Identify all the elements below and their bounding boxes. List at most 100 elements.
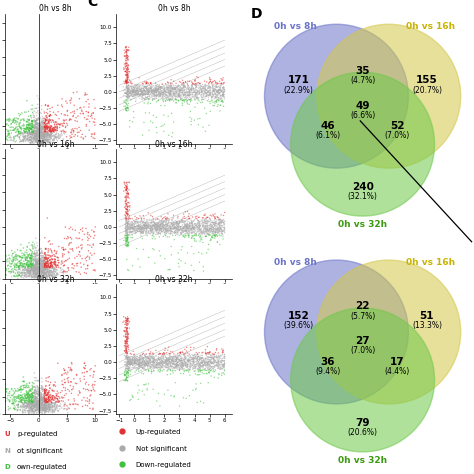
Point: [187, 225, 195, 233]
Point: [76, 389, 83, 397]
Point: [42, 272, 50, 279]
Point: [35, 256, 42, 264]
Point: [137, 215, 145, 223]
Point: [38, 263, 46, 270]
Point: [3, 385, 10, 393]
Point: [144, 353, 152, 361]
Point: [194, 74, 202, 82]
Point: [64, 379, 72, 386]
Point: [219, 357, 227, 365]
Point: [124, 338, 131, 346]
Point: [31, 121, 39, 129]
Point: [40, 265, 48, 273]
Point: [211, 357, 219, 365]
Point: [216, 219, 223, 227]
Point: [34, 119, 41, 127]
Point: [51, 393, 58, 401]
Point: [210, 86, 217, 93]
Point: [16, 392, 23, 400]
Point: [191, 93, 199, 101]
Point: [28, 265, 36, 273]
Point: [62, 387, 69, 394]
Point: [122, 182, 130, 190]
Point: [39, 128, 46, 136]
Point: [35, 405, 43, 413]
Point: [27, 267, 34, 275]
Point: [30, 396, 38, 403]
Point: [133, 216, 140, 223]
Point: [126, 356, 133, 364]
Point: [122, 106, 129, 113]
Point: [201, 84, 209, 91]
Point: [162, 220, 170, 228]
Point: [193, 93, 201, 100]
Point: [141, 227, 149, 235]
Point: [210, 82, 218, 90]
Point: [125, 358, 133, 366]
Point: [10, 399, 18, 406]
Point: [147, 358, 155, 366]
Point: [135, 81, 143, 89]
Point: [158, 222, 166, 230]
Point: [55, 256, 62, 264]
Point: [28, 248, 36, 255]
Point: [2, 121, 9, 129]
Point: [134, 91, 141, 98]
Point: [130, 353, 138, 361]
Point: [138, 219, 146, 226]
Point: [149, 213, 156, 220]
Point: [141, 82, 149, 90]
Point: [7, 120, 15, 128]
Point: [200, 263, 207, 271]
Point: [131, 359, 139, 366]
Point: [124, 360, 132, 368]
Point: [45, 408, 53, 415]
Point: [167, 358, 175, 366]
Point: [221, 225, 228, 233]
Point: [194, 366, 202, 374]
Point: [38, 399, 46, 406]
Point: [61, 128, 68, 136]
Point: [209, 87, 217, 94]
Point: [52, 118, 59, 126]
Point: [137, 359, 144, 367]
Point: [124, 75, 132, 82]
Point: [168, 357, 175, 365]
Point: [166, 229, 174, 237]
Point: [170, 90, 177, 98]
Point: [200, 96, 208, 103]
Point: [46, 125, 54, 132]
Point: [36, 255, 44, 263]
Point: [43, 129, 51, 137]
Point: [175, 91, 182, 98]
Point: [36, 267, 44, 275]
Point: [131, 230, 139, 237]
Point: [215, 371, 223, 378]
Point: [191, 353, 199, 360]
Point: [123, 77, 131, 84]
Point: [38, 128, 46, 136]
Point: [36, 266, 44, 273]
Point: [46, 115, 54, 123]
Point: [29, 389, 37, 397]
Point: [29, 118, 36, 126]
Point: [45, 247, 52, 255]
Point: [27, 260, 34, 267]
Point: [6, 131, 13, 139]
Point: [120, 60, 128, 68]
Point: [43, 400, 51, 407]
Point: [52, 268, 60, 275]
Point: [79, 130, 86, 138]
Point: [167, 251, 175, 259]
Point: [39, 269, 47, 276]
Point: [53, 392, 60, 400]
Point: [26, 136, 34, 143]
Point: [27, 406, 35, 413]
Point: [184, 231, 192, 239]
Point: [202, 110, 210, 118]
Point: [33, 269, 41, 276]
Point: [33, 274, 40, 282]
Point: [201, 219, 209, 227]
Point: [206, 354, 214, 361]
Point: [38, 126, 46, 134]
